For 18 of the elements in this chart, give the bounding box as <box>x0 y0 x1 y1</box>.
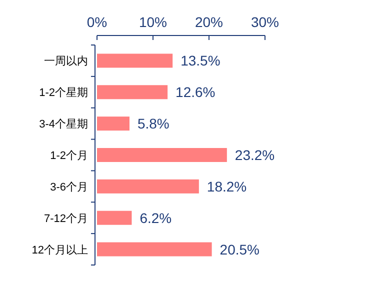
data-label: 23.2% <box>234 147 275 163</box>
data-label: 12.6% <box>176 84 216 100</box>
x-tick-label: 30% <box>250 14 280 30</box>
data-label: 18.2% <box>206 178 247 194</box>
y-tick-label: 一周以内 <box>44 54 88 68</box>
data-label: 6.2% <box>140 210 172 226</box>
x-tick-label: 20% <box>194 14 224 30</box>
data-label: 5.8% <box>137 116 170 132</box>
data-label: 20.5% <box>220 241 260 258</box>
data-label: 13.5% <box>180 52 220 69</box>
y-tick-label: 1-2个星期 <box>39 87 88 100</box>
y-tick-label: 7-12个月 <box>44 212 88 225</box>
y-tick-label: 3-6个月 <box>50 181 88 194</box>
x-tick-label: 0% <box>86 14 108 30</box>
y-tick-label: 12个月以上 <box>32 243 88 256</box>
y-tick-label: 1-2个月 <box>50 150 88 162</box>
x-tick-label: 10% <box>138 14 168 30</box>
y-tick-label: 3-4个星期 <box>39 118 88 131</box>
